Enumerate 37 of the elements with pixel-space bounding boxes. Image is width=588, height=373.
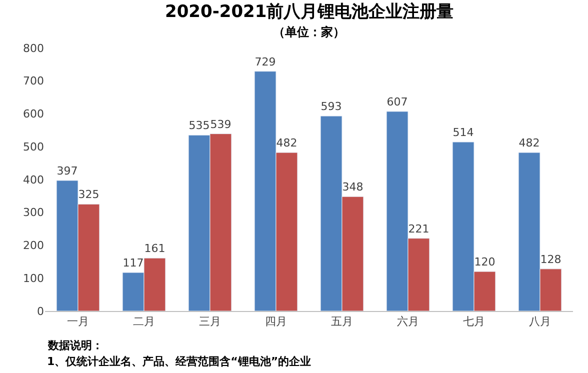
data-label: 397 [56,164,78,178]
y-tick-label: 100 [23,272,44,285]
y-tick-label: 500 [23,140,44,154]
data-label: 535 [188,119,210,132]
data-label: 729 [254,55,276,68]
chart-title: 2020-2021前八月锂电池企业注册量 [165,2,454,22]
data-label: 482 [276,136,298,150]
x-tick-label: 七月 [463,315,485,328]
x-tick-label: 二月 [133,315,155,328]
x-tick-label: 五月 [331,315,353,328]
y-tick-label: 200 [23,239,44,252]
y-tick-label: 800 [23,42,44,55]
x-tick-label: 四月 [265,315,287,328]
text: 数据说明： [47,339,103,352]
data-label: 514 [452,126,474,140]
text: 1、仅统计企业名、产品、经营范围含“锂电池”的企业 [47,355,312,368]
data-label: 120 [474,256,496,269]
data-label: 607 [386,95,408,108]
data-label: 221 [408,222,430,236]
y-tick-label: 0 [37,304,44,318]
y-tick-label: 600 [23,108,44,121]
chart-subtitle: （单位：家） [273,25,345,39]
data-label: 325 [78,188,100,202]
x-tick-label: 六月 [397,315,419,328]
data-label: 117 [122,256,144,270]
data-label: 128 [540,252,562,266]
y-tick-label: 300 [23,206,44,220]
x-tick-label: 三月 [199,315,221,328]
data-label: 348 [342,180,364,194]
y-tick-label: 400 [23,173,44,186]
data-label: 593 [320,100,342,114]
data-label: 539 [210,118,232,131]
data-label: 161 [144,242,166,256]
y-tick-label: 700 [23,74,44,88]
data-label: 482 [518,136,540,150]
x-tick-label: 一月 [67,315,89,328]
x-tick-label: 八月 [529,315,551,328]
